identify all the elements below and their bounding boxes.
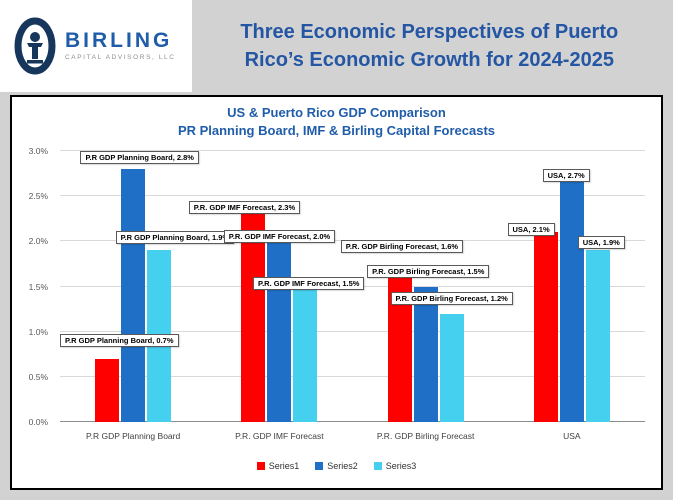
data-label-callout: P.R. GDP Birling Forecast, 1.5% <box>367 264 490 278</box>
y-tick-label: 0.0% <box>28 417 48 427</box>
data-label-callout: P.R GDP Planning Board, 0.7% <box>60 333 179 347</box>
y-axis-labels: 0.0% 0.5% 1.0% 1.5% 2.0% 2.5% 3.0% <box>12 146 56 427</box>
y-tick-label: 2.5% <box>28 191 48 202</box>
x-category-label: P.R. GDP IMF Forecast <box>235 431 324 441</box>
chart-legend: Series1 Series2 Series3 <box>12 460 661 472</box>
data-label-callout: USA, 2.1% <box>507 222 555 236</box>
x-category-label: USA <box>563 431 581 441</box>
data-label-callout: P.R GDP Planning Board, 1.9% <box>115 230 235 244</box>
gridline <box>60 195 645 197</box>
gridline <box>60 375 645 377</box>
data-label-callout: USA, 2.7% <box>542 168 590 182</box>
y-tick-label: 1.0% <box>28 326 48 337</box>
bar-series3 <box>585 250 610 422</box>
bar-series2 <box>267 241 292 422</box>
birling-logo-icon <box>14 17 56 75</box>
legend-swatch-icon <box>315 462 324 470</box>
bar-series2 <box>413 286 438 422</box>
y-tick-label: 0.5% <box>28 371 48 382</box>
x-axis-labels: P.R GDP Planning Board P.R. GDP IMF Forec… <box>60 426 645 442</box>
brand-subtitle: CAPITAL ADVISORS, LLC <box>65 54 176 62</box>
header: BIRLING CAPITAL ADVISORS, LLC Three Econ… <box>0 0 673 92</box>
data-label-callout: P.R. GDP IMF Forecast, 1.5% <box>253 277 365 290</box>
page-title-line2: Rico’s Economic Growth for 2024-2025 <box>244 49 614 71</box>
legend-item: Series2 <box>315 461 358 471</box>
bar-series2 <box>559 178 584 422</box>
legend-label: Series1 <box>268 461 300 471</box>
bar-series1 <box>95 358 120 422</box>
legend-swatch-icon <box>373 462 382 470</box>
y-tick-label: 1.5% <box>28 281 48 292</box>
bar-series1 <box>241 214 266 422</box>
y-tick-label: 3.0% <box>28 146 48 156</box>
legend-label: Series2 <box>327 461 358 471</box>
brand-text: BIRLING CAPITAL ADVISORS, LLC <box>65 30 176 62</box>
chart-title: US & Puerto Rico GDP Comparison PR Plann… <box>12 104 661 139</box>
bar-group <box>499 151 645 422</box>
y-tick-label: 2.0% <box>28 236 48 247</box>
data-label-callout: USA, 1.9% <box>577 236 625 250</box>
data-label-callout: P.R. GDP Birling Forecast, 1.6% <box>340 240 464 254</box>
gridline <box>60 150 645 151</box>
chart-card: US & Puerto Rico GDP Comparison PR Plann… <box>10 95 663 490</box>
plot-area: P.R GDP Planning Board, 2.8% P.R GDP Plan… <box>60 150 645 422</box>
bar-series1 <box>533 232 558 422</box>
bar-group <box>353 151 499 422</box>
bar-group <box>60 151 206 422</box>
x-axis-line <box>60 421 645 422</box>
legend-swatch-icon <box>256 462 265 470</box>
bar-series3 <box>293 286 318 422</box>
page-title-line1: Three Economic Perspectives of Puerto <box>240 21 619 43</box>
data-label-callout: P.R. GDP Birling Forecast, 1.2% <box>390 291 513 305</box>
page-title: Three Economic Perspectives of Puerto Ri… <box>192 0 673 92</box>
legend-label: Series3 <box>385 461 417 471</box>
data-label-callout: P.R GDP Planning Board, 2.8% <box>80 151 199 164</box>
legend-item: Series1 <box>256 461 300 471</box>
brand-logo-card: BIRLING CAPITAL ADVISORS, LLC <box>0 0 192 92</box>
x-category-label: P.R GDP Planning Board <box>86 431 181 441</box>
x-category-label: P.R. GDP Birling Forecast <box>376 431 475 441</box>
data-label-callout: P.R. GDP IMF Forecast, 2.3% <box>188 201 301 215</box>
brand-name: BIRLING <box>65 29 173 53</box>
bar-group <box>206 151 352 422</box>
data-label-callout: P.R. GDP IMF Forecast, 2.0% <box>223 229 336 243</box>
chart-title-line1: US & Puerto Rico GDP Comparison <box>227 105 446 120</box>
legend-item: Series3 <box>373 461 417 471</box>
gridline <box>60 330 645 332</box>
bar-series3 <box>439 313 464 422</box>
chart-title-line2: PR Planning Board, IMF & Birling Capital… <box>177 122 496 138</box>
bar-series2 <box>121 169 146 422</box>
